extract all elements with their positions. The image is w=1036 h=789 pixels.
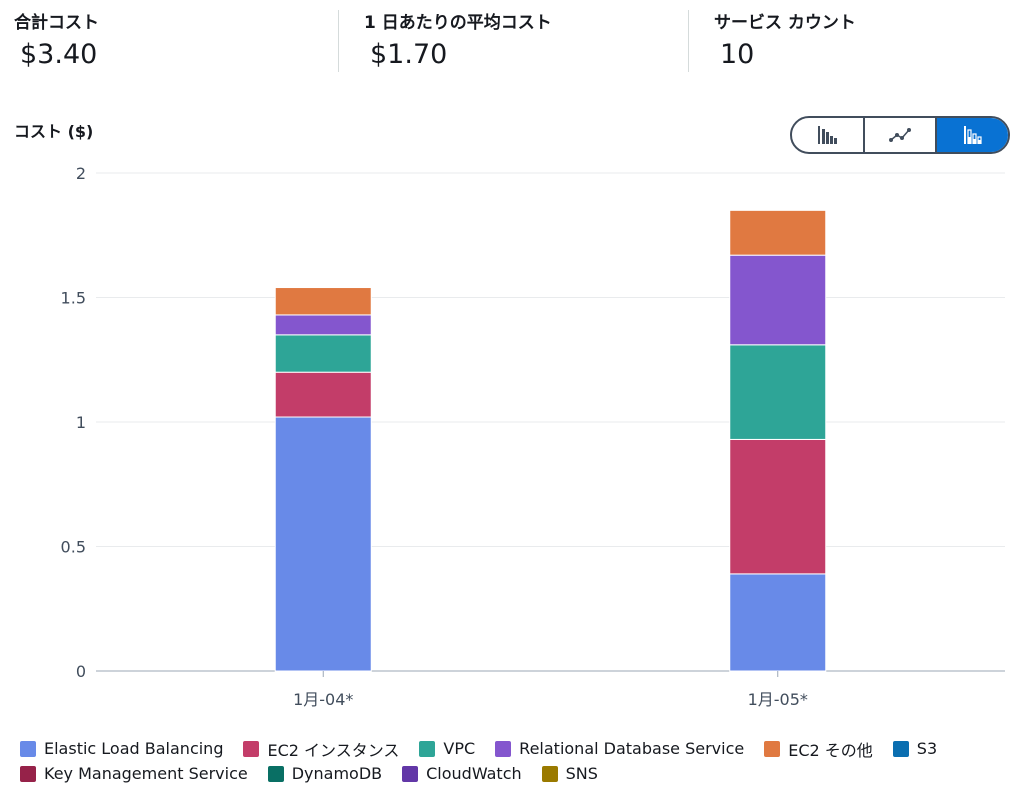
total-cost-metric: 合計コスト $3.40 bbox=[14, 8, 99, 70]
summary-divider bbox=[338, 10, 339, 72]
legend-label: Relational Database Service bbox=[519, 739, 745, 758]
y-tick-label: 0.5 bbox=[61, 538, 86, 557]
bar-segment[interactable] bbox=[729, 254, 827, 346]
bar-segment[interactable] bbox=[274, 334, 372, 373]
legend-swatch bbox=[243, 740, 260, 757]
legend-item[interactable]: Relational Database Service bbox=[495, 739, 744, 758]
legend-swatch bbox=[267, 765, 284, 782]
total-cost-value: $3.40 bbox=[20, 39, 98, 70]
legend-label: VPC bbox=[443, 739, 476, 758]
y-tick-label: 1 bbox=[76, 413, 86, 432]
bar-chart-icon bbox=[818, 126, 838, 144]
y-tick-label: 0 bbox=[76, 662, 86, 681]
total-cost-label: 合計コスト bbox=[14, 13, 99, 33]
bar-segment[interactable] bbox=[274, 416, 372, 672]
bar-segment[interactable] bbox=[729, 573, 827, 672]
y-axis-title: コスト ($) bbox=[14, 122, 94, 141]
legend-label: SNS bbox=[565, 764, 598, 783]
legend-label: Elastic Load Balancing bbox=[44, 739, 224, 758]
summary-divider bbox=[688, 10, 689, 72]
bar-segment[interactable] bbox=[729, 344, 827, 440]
chart-legend: Elastic Load Balancing EC2 インスタンス VPC Relat… bbox=[20, 736, 1020, 786]
legend-row: Elastic Load Balancing EC2 インスタンス VPC Relat… bbox=[20, 736, 1020, 761]
stacked-bar-chart-button[interactable] bbox=[935, 118, 1008, 152]
bar-chart-button[interactable] bbox=[792, 118, 863, 152]
legend-swatch bbox=[764, 740, 781, 757]
legend-label: DynamoDB bbox=[291, 764, 383, 783]
daily-average-label: 1 日あたりの平均コスト bbox=[364, 13, 552, 33]
legend-item[interactable]: VPC bbox=[419, 739, 475, 758]
bar-segment[interactable] bbox=[729, 438, 827, 575]
bar-segment[interactable] bbox=[729, 209, 827, 256]
legend-swatch bbox=[20, 765, 36, 782]
legend-item[interactable]: CloudWatch bbox=[402, 764, 522, 783]
chart-bars bbox=[274, 209, 827, 672]
legend-swatch bbox=[20, 740, 36, 757]
line-chart-icon bbox=[889, 128, 911, 142]
bar-segment[interactable] bbox=[274, 371, 372, 418]
y-tick-label: 2 bbox=[76, 164, 86, 183]
chart-type-toggle bbox=[790, 116, 1010, 154]
x-tick-label: 1月-05* bbox=[748, 690, 808, 709]
bar-segment[interactable] bbox=[274, 314, 372, 336]
legend-label: CloudWatch bbox=[426, 764, 522, 783]
stacked-bar-chart-icon bbox=[963, 126, 982, 144]
service-count-label: サービス カウント bbox=[714, 13, 856, 33]
chart-axes: 0 0.5 1 1.5 2 1月-04* 1月-05* bbox=[61, 164, 808, 709]
legend-swatch bbox=[419, 740, 436, 757]
y-tick-label: 1.5 bbox=[61, 289, 86, 308]
legend-item[interactable]: Elastic Load Balancing bbox=[20, 739, 223, 758]
legend-label: EC2 インスタンス bbox=[267, 740, 400, 760]
line-chart-button[interactable] bbox=[862, 118, 936, 152]
daily-average-value: $1.70 bbox=[370, 39, 448, 70]
legend-item[interactable]: Key Management Service bbox=[20, 764, 248, 783]
service-count-metric: サービス カウント 10 bbox=[714, 8, 856, 70]
legend-item[interactable]: S3 bbox=[892, 739, 938, 758]
legend-label: S3 bbox=[916, 739, 938, 758]
legend-item[interactable]: EC2 インスタンス bbox=[243, 737, 399, 761]
legend-item[interactable]: SNS bbox=[541, 764, 598, 783]
x-tick-label: 1月-04* bbox=[293, 690, 353, 709]
legend-swatch bbox=[495, 740, 512, 757]
legend-label: EC2 その他 bbox=[788, 740, 873, 760]
legend-item[interactable]: DynamoDB bbox=[267, 764, 383, 783]
legend-swatch bbox=[402, 765, 419, 782]
cost-summary: 合計コスト $3.40 1 日あたりの平均コスト $1.70 サービス カウント… bbox=[0, 0, 1036, 80]
legend-swatch bbox=[892, 740, 909, 757]
stacked-cost-chart: 0 0.5 1 1.5 2 1月-04* 1月-05* bbox=[61, 164, 1005, 709]
legend-swatch bbox=[541, 765, 558, 782]
chart-gridlines bbox=[96, 172, 1005, 672]
legend-item[interactable]: EC2 その他 bbox=[764, 737, 873, 761]
service-count-value: 10 bbox=[720, 39, 755, 70]
legend-row: Key Management Service DynamoDB CloudWatch… bbox=[20, 761, 1020, 786]
daily-average-metric: 1 日あたりの平均コスト $1.70 bbox=[364, 8, 552, 70]
legend-label: Key Management Service bbox=[44, 764, 248, 783]
bar-segment[interactable] bbox=[274, 287, 372, 316]
